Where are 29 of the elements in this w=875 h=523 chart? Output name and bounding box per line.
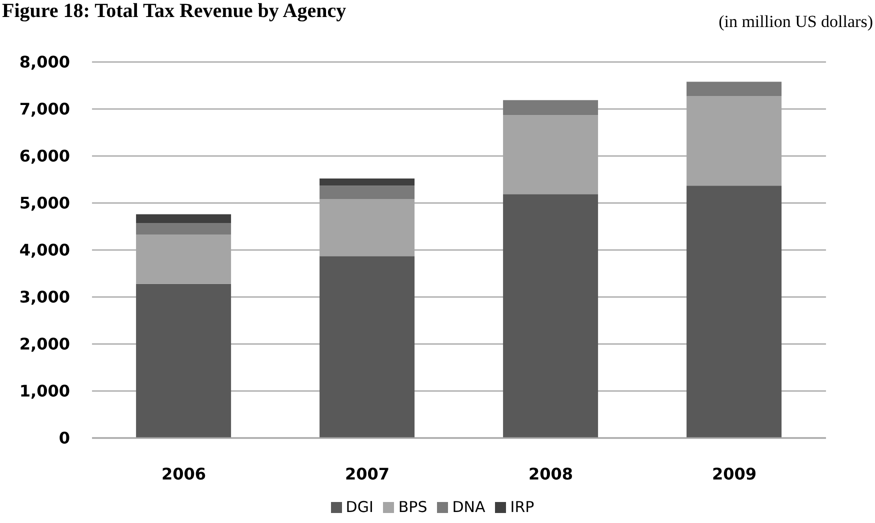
y-tick-label: 0 bbox=[58, 428, 70, 448]
y-tick-label: 3,000 bbox=[19, 288, 70, 307]
y-tick-label: 4,000 bbox=[19, 240, 70, 260]
bar bbox=[320, 178, 415, 186]
legend-label: DNA bbox=[452, 498, 486, 516]
y-tick-label: 5,000 bbox=[19, 194, 70, 213]
y-tick-label: 1,000 bbox=[19, 382, 70, 401]
y-tick-label: 6,000 bbox=[19, 146, 70, 166]
chart-subtitle: (in million US dollars) bbox=[718, 12, 873, 32]
bar bbox=[136, 223, 232, 234]
legend-label: DGI bbox=[346, 498, 374, 516]
y-tick-label: 7,000 bbox=[19, 100, 70, 119]
bar bbox=[136, 284, 232, 438]
y-tick-label: 2,000 bbox=[19, 334, 70, 354]
bar bbox=[686, 82, 782, 96]
legend-label: IRP bbox=[510, 498, 534, 516]
x-tick-label: 2007 bbox=[344, 464, 390, 484]
chart-title: Figure 18: Total Tax Revenue by Agency bbox=[2, 0, 346, 23]
x-tick-label: 2008 bbox=[528, 464, 574, 484]
bar bbox=[503, 100, 598, 116]
bar bbox=[320, 186, 415, 200]
y-tick-label: 8,000 bbox=[19, 52, 70, 72]
x-tick-label: 2006 bbox=[161, 464, 206, 484]
x-tick-label: 2009 bbox=[712, 464, 757, 484]
bar bbox=[136, 214, 232, 224]
legend-label: BPS bbox=[398, 498, 428, 516]
bar bbox=[320, 256, 415, 438]
bar bbox=[686, 186, 782, 438]
bar bbox=[503, 194, 598, 438]
